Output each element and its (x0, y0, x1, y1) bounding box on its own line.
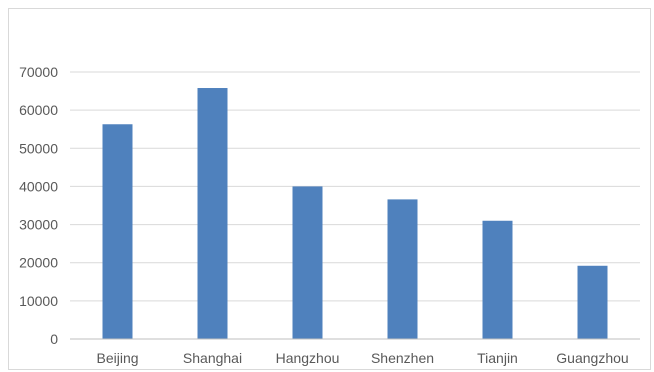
y-tick-label: 50000 (19, 140, 58, 156)
x-axis-tick-labels: Beijing Shanghai Hangzhou Shenzhen Tianjin Gu… (96, 350, 628, 366)
x-tick-label: Shanghai (183, 350, 242, 366)
x-tick-label: Tianjin (477, 350, 518, 366)
y-tick-label: 20000 (19, 255, 58, 271)
x-tick-label: Hangzhou (276, 350, 340, 366)
bar-hangzhou (292, 186, 323, 339)
y-tick-label: 70000 (19, 64, 58, 80)
bar-beijing (102, 124, 133, 340)
bar-tianjin (482, 220, 513, 339)
bar-shenzhen (387, 199, 418, 339)
y-tick-label: 40000 (19, 178, 58, 194)
y-tick-label: 0 (50, 331, 58, 347)
y-tick-label: 30000 (19, 217, 58, 233)
y-axis-tick-labels: 0 10000 20000 30000 40000 50000 60000 70000 (19, 64, 58, 347)
x-tick-label: Beijing (96, 350, 138, 366)
bar-shanghai (197, 88, 228, 340)
x-tick-label: Guangzhou (556, 350, 628, 366)
x-tick-label: Shenzhen (371, 350, 434, 366)
y-tick-label: 10000 (19, 293, 58, 309)
bar-guangzhou (577, 265, 608, 339)
gridlines (70, 71, 640, 302)
bars (102, 88, 608, 340)
y-tick-label: 60000 (19, 102, 58, 118)
